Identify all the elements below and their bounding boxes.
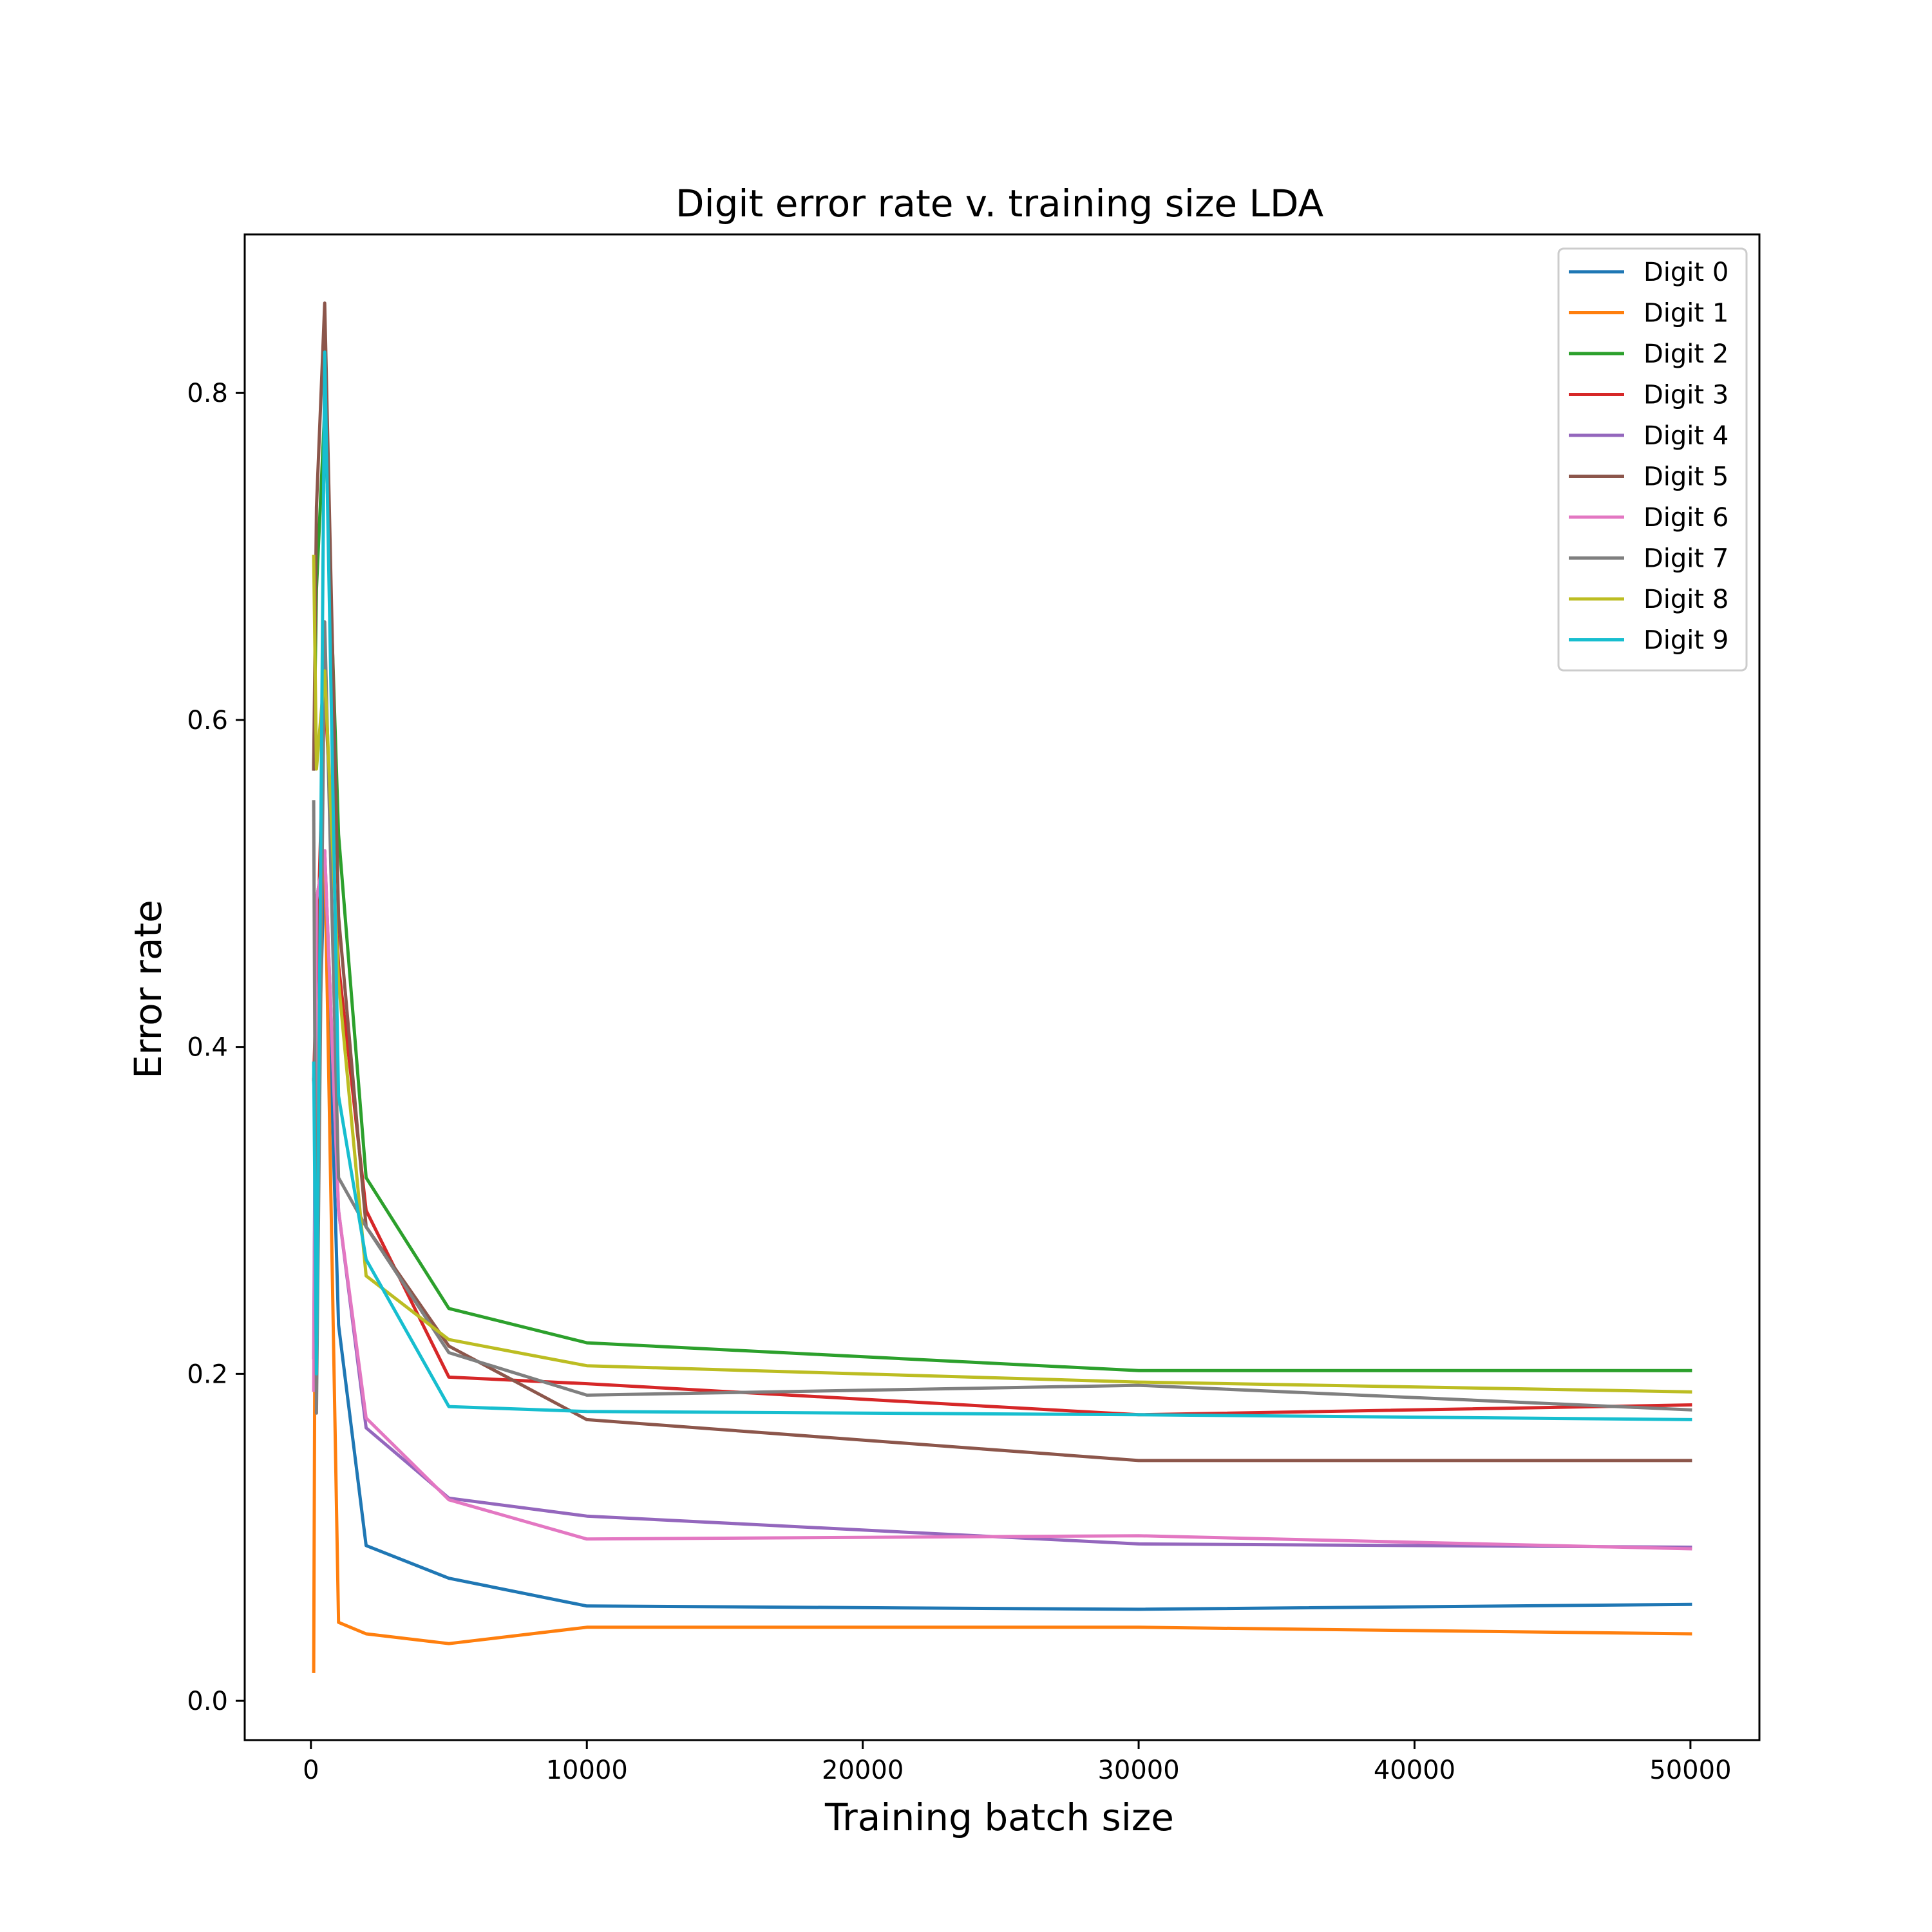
legend-label-digit-5: Digit 5 <box>1643 462 1728 492</box>
series-line-digit-3 <box>312 685 1692 1417</box>
y-tick-label: 0.8 <box>187 379 228 408</box>
legend-label-digit-6: Digit 6 <box>1643 503 1728 533</box>
legend-label-digit-1: Digit 1 <box>1643 299 1728 328</box>
legend-label-digit-7: Digit 7 <box>1643 544 1728 574</box>
series-line-digit-8 <box>312 554 1692 1394</box>
x-axis-label: Training batch size <box>824 1795 1174 1839</box>
legend-label-digit-3: Digit 3 <box>1643 381 1728 410</box>
plot-frame <box>243 233 1761 1741</box>
y-tick-label: 0.4 <box>187 1033 228 1063</box>
series-line-digit-5 <box>312 301 1692 1463</box>
chart-title: Digit error rate v. training size LDA <box>676 182 1324 225</box>
x-tick-label: 20000 <box>822 1756 904 1785</box>
legend: Digit 0 Digit 1 Digit 2 Digit 3 Digit 4 Digit… <box>1557 247 1748 672</box>
legend-label-digit-8: Digit 8 <box>1643 585 1728 614</box>
series-line-digit-1 <box>312 849 1692 1673</box>
series-line-digit-2 <box>312 408 1692 1372</box>
y-tick-label: 0.6 <box>187 706 228 735</box>
legend-label-digit-9: Digit 9 <box>1643 626 1728 656</box>
legend-label-digit-2: Digit 2 <box>1643 339 1728 369</box>
x-tick-label: 0 <box>303 1756 319 1785</box>
x-tick-label: 10000 <box>546 1756 628 1785</box>
legend-label-digit-4: Digit 4 <box>1643 421 1728 451</box>
series-line-digit-0 <box>312 849 1692 1611</box>
series-line-digit-6 <box>312 849 1692 1551</box>
legend-label-digit-0: Digit 0 <box>1643 258 1728 287</box>
series-line-digit-9 <box>312 350 1692 1421</box>
y-axis-label: Error rate <box>126 900 170 1079</box>
x-tick-label: 30000 <box>1097 1756 1179 1785</box>
series-line-digit-4 <box>312 849 1692 1549</box>
x-tick-label: 50000 <box>1649 1756 1731 1785</box>
y-tick-label: 0.2 <box>187 1359 228 1389</box>
series-line-digit-7 <box>312 620 1692 1415</box>
x-tick-label: 40000 <box>1374 1756 1455 1785</box>
y-tick-label: 0.0 <box>187 1687 228 1716</box>
axis-ticks: 0 10000 20000 30000 40000 50000 0.0 0.2 0.4 0.6 0.… <box>187 379 1731 1785</box>
plot-area <box>312 301 1692 1673</box>
